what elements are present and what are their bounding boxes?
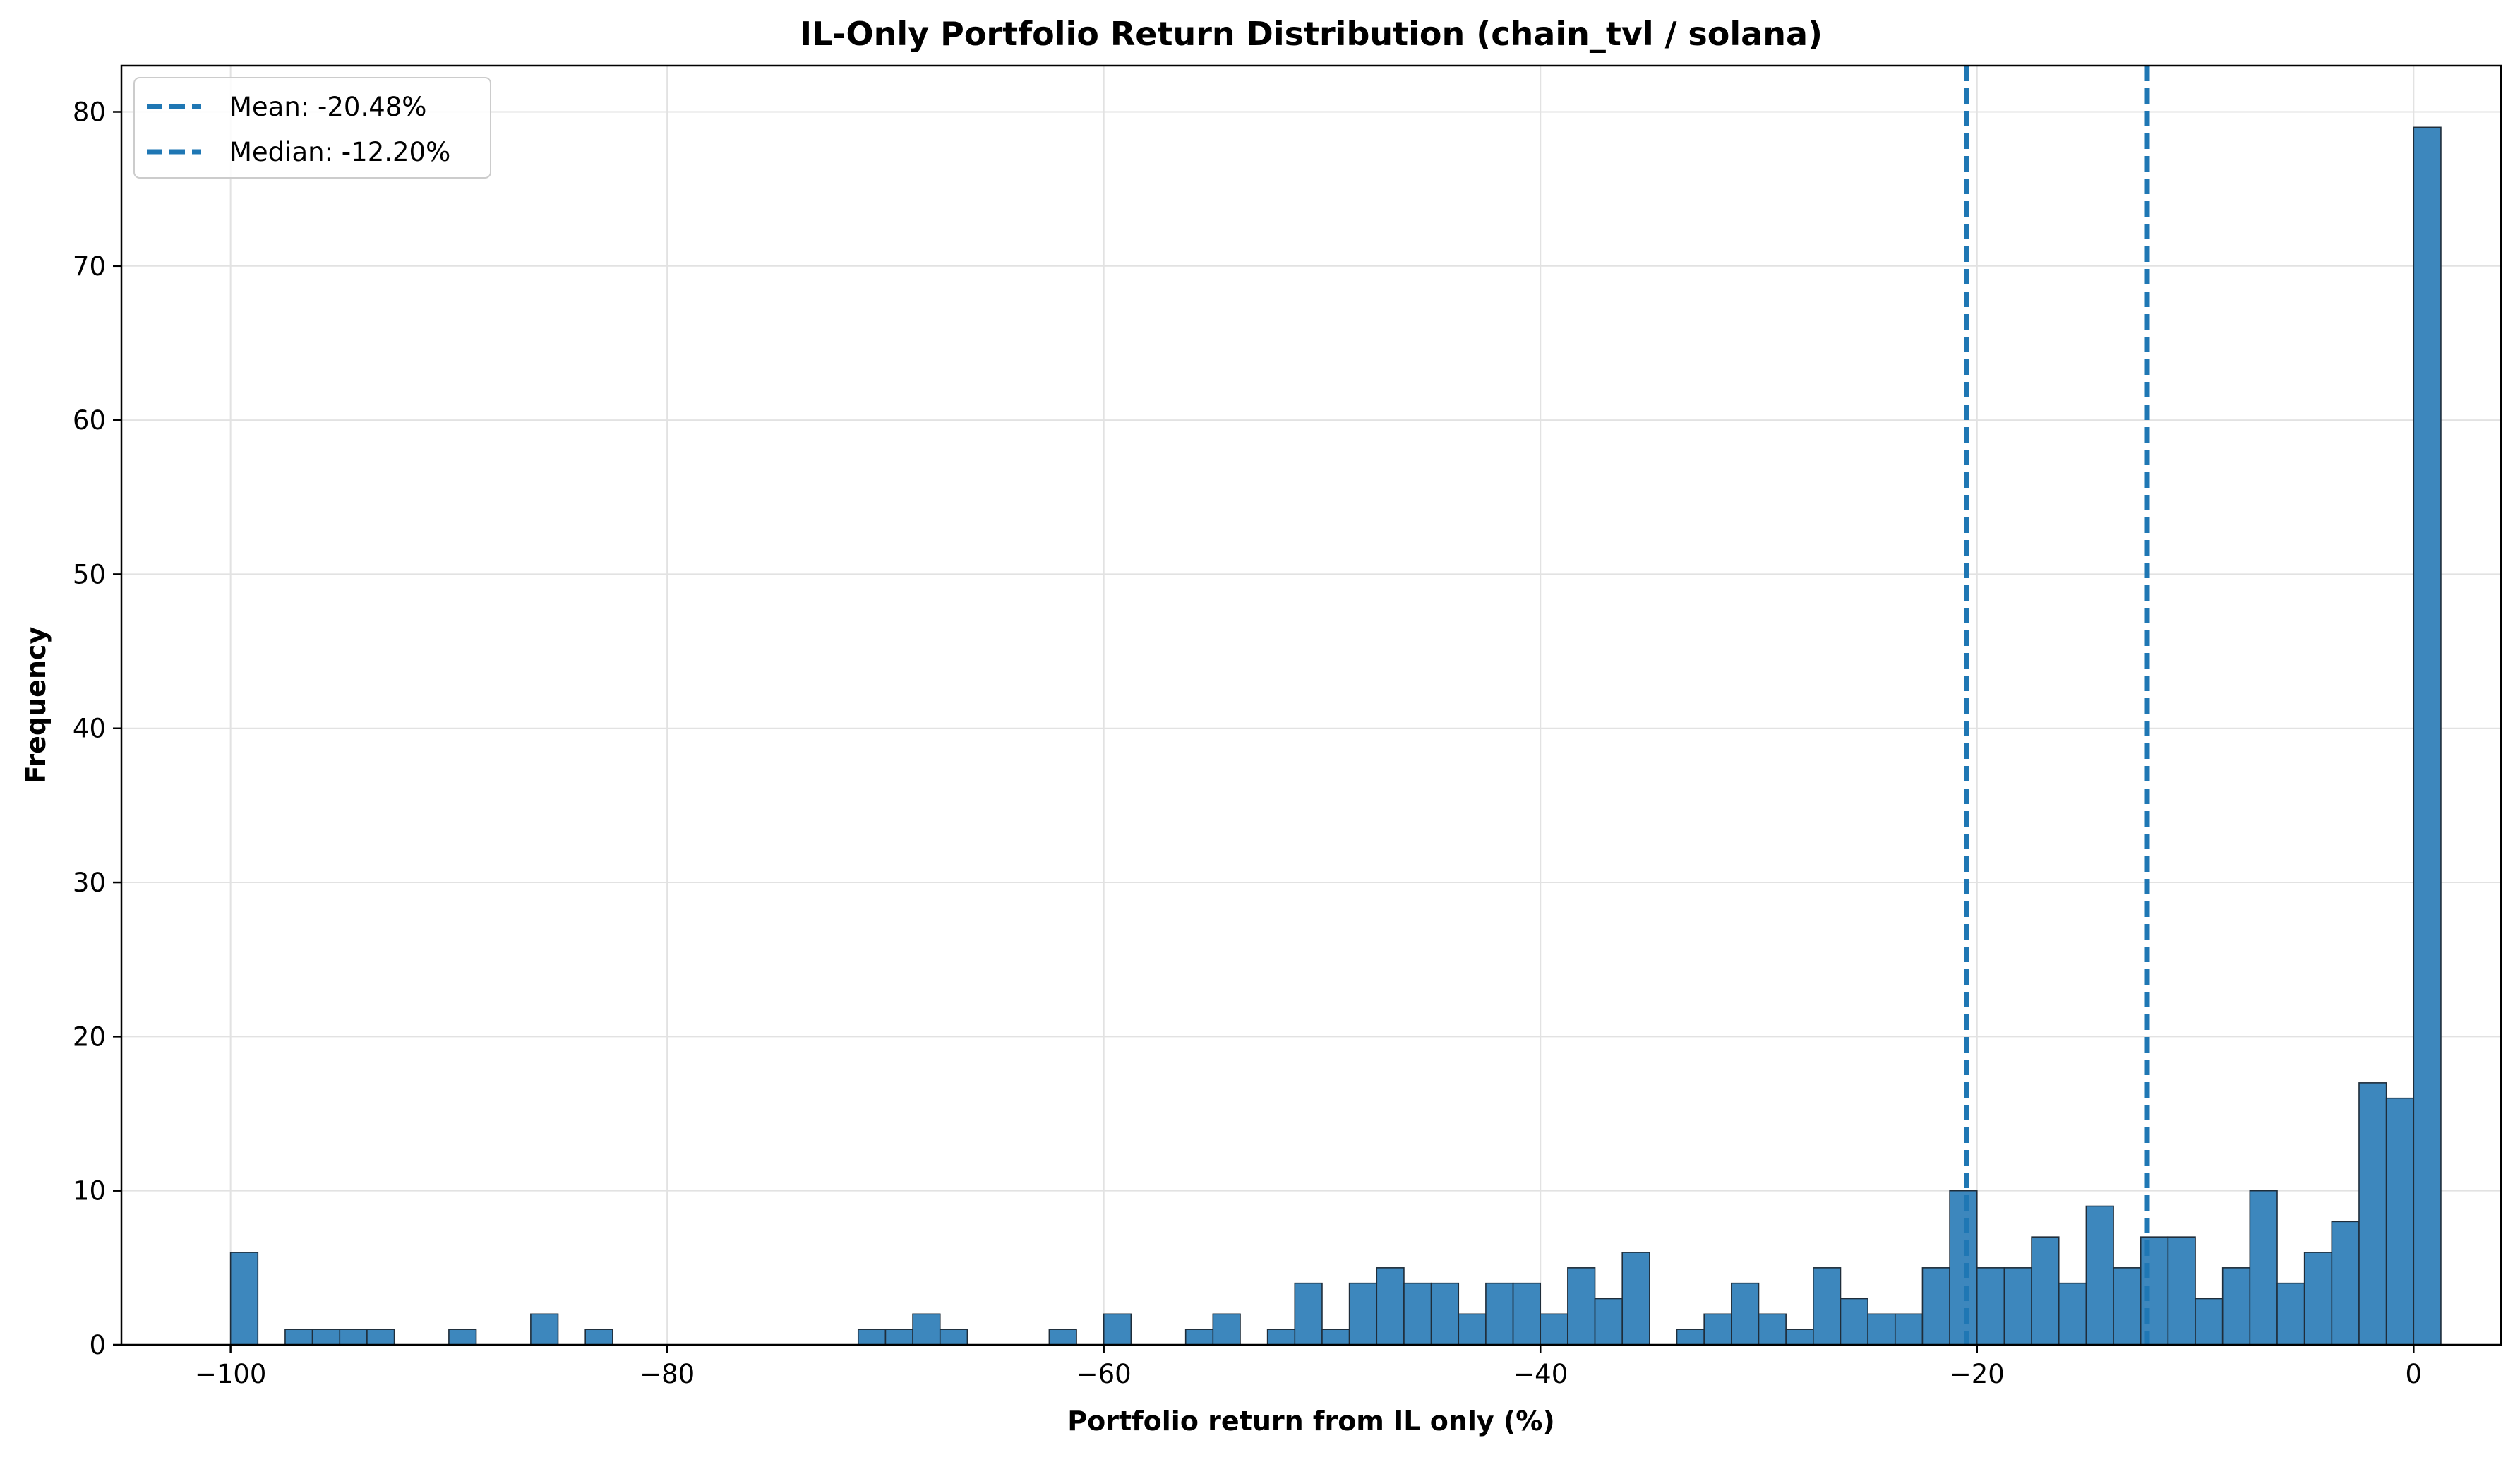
histogram-bar	[1567, 1267, 1596, 1346]
histogram-bar	[1621, 1252, 1650, 1346]
histogram-bar	[366, 1329, 395, 1346]
histogram-bar	[1376, 1267, 1405, 1346]
histogram-bar	[1676, 1329, 1705, 1346]
histogram-bar	[1976, 1267, 2005, 1346]
histogram-bar	[2221, 1267, 2251, 1346]
histogram-bar	[1949, 1190, 1978, 1346]
histogram-bar	[2058, 1282, 2087, 1346]
histogram-bar	[2249, 1190, 2278, 1346]
histogram-bar	[1785, 1329, 1814, 1346]
histogram-bar	[2085, 1205, 2114, 1346]
chart-title: IL-Only Portfolio Return Distribution (c…	[800, 15, 1823, 53]
histogram-bar	[1348, 1282, 1378, 1346]
y-tick-label: 60	[73, 405, 106, 436]
histogram-bar	[2331, 1221, 2360, 1346]
y-tick-label: 30	[73, 868, 106, 898]
legend-box	[133, 77, 491, 179]
histogram-bar	[857, 1329, 887, 1346]
x-tick-label: −40	[1513, 1359, 1568, 1389]
histogram-bar	[1840, 1298, 1868, 1346]
histogram-bar	[1294, 1282, 1323, 1346]
histogram-bar	[1321, 1329, 1350, 1346]
y-tick-label: 10	[73, 1176, 106, 1206]
histogram-bar	[1184, 1329, 1214, 1346]
histogram-bar	[1403, 1282, 1432, 1346]
legend-median-label: Median: -12.20%	[229, 137, 450, 167]
histogram-bar	[1594, 1298, 1624, 1346]
x-tick-label: −20	[1950, 1359, 2005, 1389]
histogram-bar	[1512, 1282, 1542, 1346]
histogram-bar	[311, 1329, 341, 1346]
histogram-bar	[1540, 1313, 1568, 1346]
y-axis-label: Frequency	[20, 627, 52, 784]
x-axis-label: Portfolio return from IL only (%)	[1067, 1406, 1554, 1437]
y-tick-label: 40	[73, 714, 106, 744]
histogram-bar	[1731, 1282, 1760, 1346]
histogram-bar	[2031, 1236, 2060, 1346]
legend: Mean: -20.48% Median: -12.20%	[133, 77, 491, 179]
histogram-bar	[1048, 1329, 1077, 1346]
histogram-bar	[2003, 1267, 2032, 1346]
x-tick-label: −80	[640, 1359, 695, 1389]
histogram-bar	[2303, 1252, 2333, 1346]
histogram-bar	[448, 1329, 477, 1346]
histogram-bar	[1266, 1329, 1296, 1346]
histogram-bar	[1458, 1313, 1487, 1346]
legend-mean-label: Mean: -20.48%	[229, 92, 426, 122]
grid	[121, 66, 2501, 1346]
histogram-bar	[284, 1329, 313, 1346]
histogram-bar	[1703, 1313, 1732, 1346]
histogram-bar	[939, 1329, 968, 1346]
y-tick-label: 70	[73, 251, 106, 282]
y-tick-label: 0	[89, 1330, 106, 1360]
histogram-bar	[1212, 1313, 1241, 1346]
y-tick-label: 50	[73, 559, 106, 589]
histogram-bar	[2358, 1082, 2387, 1346]
histogram-bar	[1430, 1282, 1460, 1346]
reference-lines	[1964, 66, 2150, 1345]
histogram-bar	[1921, 1267, 1950, 1346]
x-tick-label: −60	[1076, 1359, 1132, 1389]
histogram-bar	[229, 1252, 259, 1346]
x-tick-label: 0	[2406, 1359, 2423, 1389]
y-tick-label: 20	[73, 1021, 106, 1052]
y-tick-label: 80	[73, 97, 106, 127]
histogram-bar	[1813, 1267, 1842, 1346]
plot-frame	[120, 64, 2502, 1346]
histogram-bar	[2413, 126, 2442, 1346]
histogram-bar	[530, 1313, 559, 1346]
histogram-bar	[339, 1329, 368, 1346]
histogram-bar	[2113, 1267, 2142, 1346]
histogram-bar	[2385, 1097, 2415, 1346]
axis-ticks: −100 −80 −60 −40 −20 0 0 10 20 30 40 50 60 70 80	[73, 97, 2422, 1389]
x-tick-label: −100	[195, 1359, 267, 1389]
histogram-bar	[884, 1329, 913, 1346]
histogram-bar	[1103, 1313, 1132, 1346]
histogram-bar	[912, 1313, 941, 1346]
histogram-bar	[1894, 1313, 1924, 1346]
histogram-bar	[584, 1329, 613, 1346]
histogram-bar	[2195, 1298, 2224, 1346]
histogram-bar	[2167, 1236, 2196, 1346]
histogram-bar	[1758, 1313, 1787, 1346]
histogram-bar	[2276, 1282, 2305, 1346]
histogram-bar	[1485, 1282, 1514, 1346]
histogram-bar	[1867, 1313, 1896, 1346]
